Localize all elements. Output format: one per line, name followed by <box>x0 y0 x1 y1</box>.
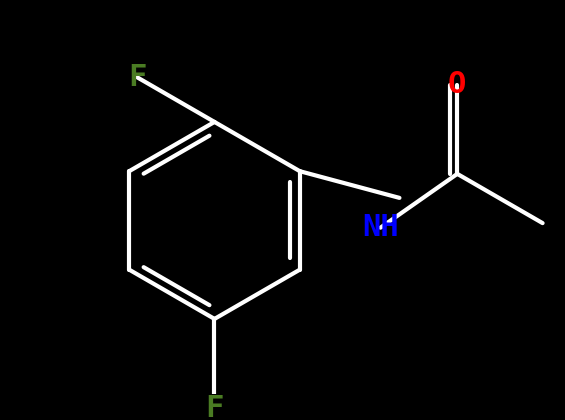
Text: F: F <box>205 394 224 420</box>
Text: O: O <box>448 70 467 99</box>
Text: F: F <box>128 63 146 92</box>
Text: NH: NH <box>362 213 399 242</box>
